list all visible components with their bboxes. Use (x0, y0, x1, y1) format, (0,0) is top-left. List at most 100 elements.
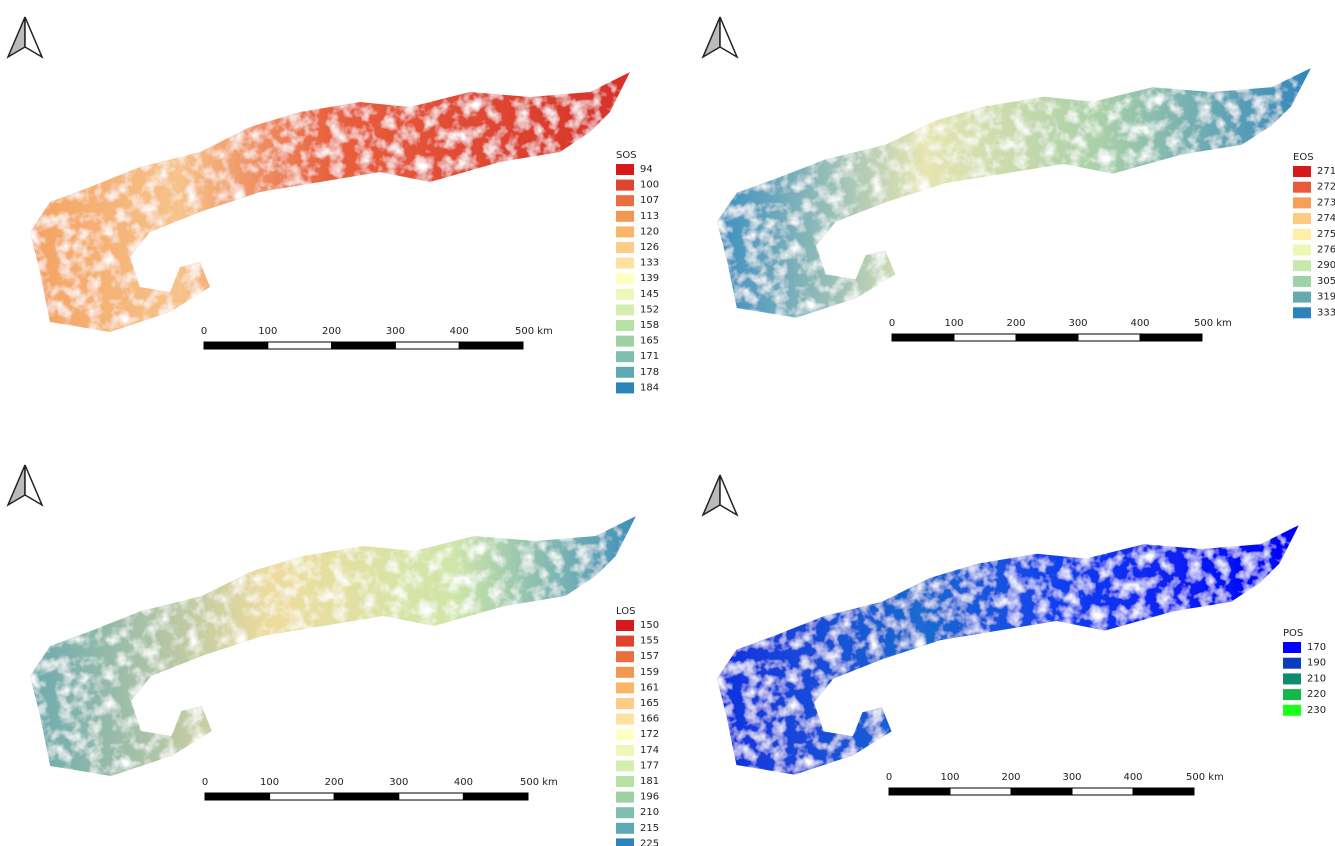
scale-label: 400 (454, 777, 473, 788)
scale-label: 0 (889, 318, 895, 329)
legend-label: 275 (1317, 229, 1335, 240)
legend-swatch (616, 367, 634, 378)
legend-swatch (616, 682, 634, 693)
legend-label: 174 (640, 745, 659, 756)
scale-bar-segment (270, 793, 335, 800)
legend-label: 184 (640, 382, 659, 393)
legend-swatch (1283, 673, 1301, 684)
legend-label: 172 (640, 729, 659, 740)
scale-label: 100 (260, 777, 279, 788)
scale-label: 400 (450, 326, 469, 337)
legend-swatch (616, 304, 634, 315)
legend-label: 113 (640, 211, 659, 222)
scale-label: 500 km (1194, 318, 1232, 329)
legend-swatch (616, 211, 634, 222)
region-map (30, 72, 630, 332)
scale-label: 400 (1130, 318, 1149, 329)
legend-title: SOS (616, 150, 637, 161)
figure: SOS94 100 107 113 120 126 133 139 145 152 158 165 17… (0, 0, 1335, 846)
legend-label: 333 (1317, 307, 1335, 318)
legend-label: 210 (640, 807, 659, 818)
scale-bar-segment (204, 342, 268, 349)
scale-label: 300 (389, 777, 408, 788)
legend-label: 319 (1317, 292, 1335, 303)
scale-label: 500 km (520, 777, 558, 788)
scale-bar-segment (1133, 788, 1194, 795)
legend-label: 107 (640, 195, 659, 206)
scale-bar-segment (892, 334, 954, 341)
legend-label: 139 (640, 273, 659, 284)
region-map (717, 68, 1311, 318)
legend-swatch (616, 714, 634, 725)
legend-swatch (1293, 213, 1311, 224)
legend-swatch (616, 651, 634, 662)
scale-label: 400 (1123, 772, 1142, 783)
scale-bar-segment (950, 788, 1011, 795)
legend-swatch (616, 164, 634, 175)
scale-bar-segment (1011, 788, 1072, 795)
scale-bar-segment (334, 793, 399, 800)
scale-label: 300 (386, 326, 405, 337)
scale-bar-segment (954, 334, 1016, 341)
legend-swatch (616, 729, 634, 740)
scale-bar-segment (205, 793, 270, 800)
legend-label: 152 (640, 304, 659, 315)
legend-label: 272 (1317, 182, 1335, 193)
legend-label: 271 (1317, 166, 1335, 177)
legend-swatch (616, 792, 634, 803)
legend-swatch (616, 320, 634, 331)
legend-swatch (616, 273, 634, 284)
legend-swatch (616, 382, 634, 393)
legend-label: 165 (640, 336, 659, 347)
scale-label: 300 (1068, 318, 1087, 329)
legend-label: 120 (640, 226, 659, 237)
legend-swatch (1293, 166, 1311, 177)
scale-bar-segment (395, 342, 459, 349)
legend-swatch (1293, 182, 1311, 193)
scale-label: 200 (322, 326, 341, 337)
scale-bar-segment (889, 788, 950, 795)
scale-label: 100 (940, 772, 959, 783)
legend-swatch (616, 807, 634, 818)
scale-bar-segment (463, 793, 528, 800)
legend-swatch (616, 838, 634, 846)
legend-label: 177 (640, 760, 659, 771)
north-arrow (8, 17, 42, 57)
region-map (30, 516, 636, 776)
legend-swatch (616, 823, 634, 834)
legend-swatch (616, 258, 634, 269)
legend-label: 220 (1307, 689, 1326, 700)
legend-label: 276 (1317, 245, 1335, 256)
legend-label: 155 (640, 636, 659, 647)
legend-label: 273 (1317, 197, 1335, 208)
legend-swatch (616, 745, 634, 756)
legend-label: 274 (1317, 213, 1335, 224)
legend-label: 159 (640, 667, 659, 678)
legend-label: 158 (640, 320, 659, 331)
scale-bar-segment (1078, 334, 1140, 341)
legend-swatch (1283, 689, 1301, 700)
legend-swatch (616, 698, 634, 709)
legend-label: 210 (1307, 673, 1326, 684)
legend-title: EOS (1293, 152, 1314, 163)
scale-label: 200 (1006, 318, 1025, 329)
legend-swatch (616, 620, 634, 631)
legend-swatch (1293, 197, 1311, 208)
legend-swatch (1283, 658, 1301, 669)
scale-bar-segment (1072, 788, 1133, 795)
legend-title: LOS (616, 606, 635, 617)
legend-label: 100 (640, 180, 659, 191)
legend-label: 133 (640, 258, 659, 269)
legend-label: 126 (640, 242, 659, 253)
legend-label: 94 (640, 164, 653, 175)
legend-swatch (1293, 260, 1311, 271)
legend-swatch (1293, 245, 1311, 256)
north-arrow (703, 475, 737, 515)
legend-swatch (1283, 642, 1301, 653)
legend-swatch (1293, 229, 1311, 240)
scale-bar-segment (332, 342, 396, 349)
scale-bar-segment (1016, 334, 1078, 341)
legend-label: 145 (640, 289, 659, 300)
scale-label: 0 (886, 772, 892, 783)
